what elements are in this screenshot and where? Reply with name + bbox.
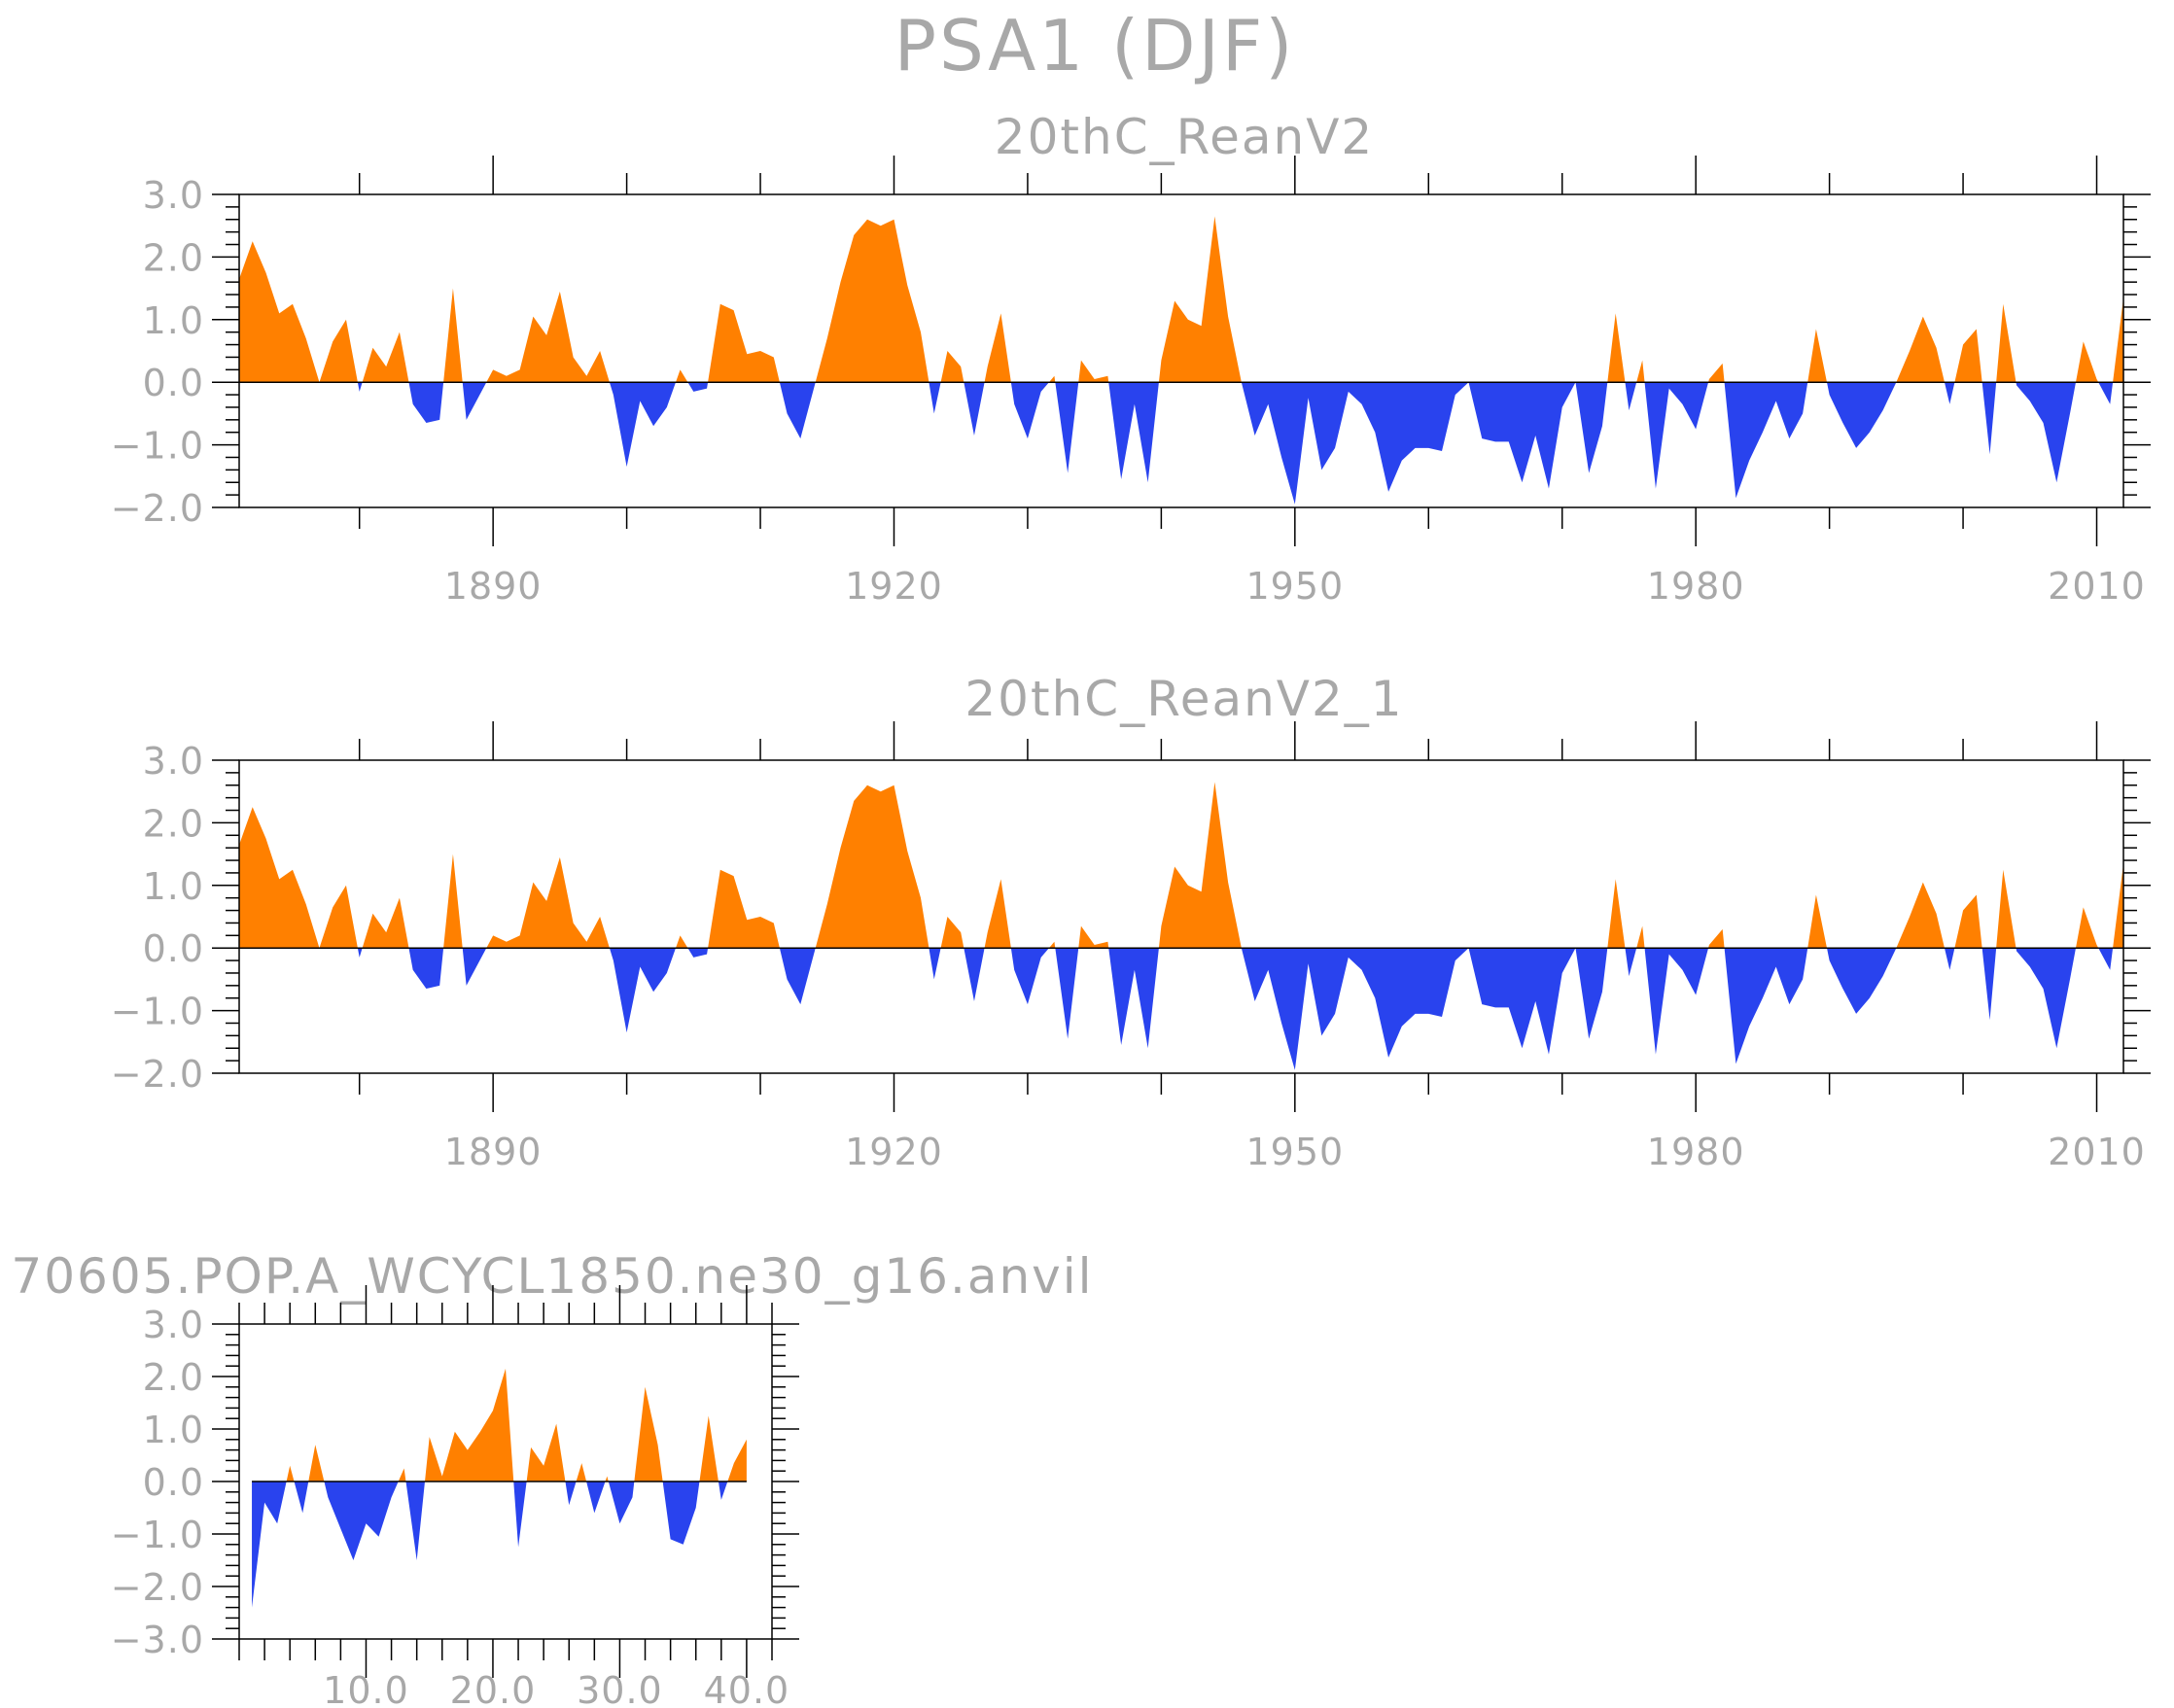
- x-tick-label: 2010: [2048, 1131, 2146, 1173]
- negative-area-fill: [239, 948, 2114, 1070]
- y-tick-label: −2.0: [111, 1566, 204, 1609]
- y-tick-label: 0.0: [143, 362, 204, 404]
- y-tick-label: −2.0: [111, 487, 204, 530]
- x-tick-label: 30.0: [577, 1669, 663, 1708]
- x-tick-label: 1920: [845, 565, 943, 608]
- y-tick-label: 0.0: [143, 927, 204, 970]
- y-tick-label: −1.0: [111, 1514, 204, 1556]
- plot-frame: [238, 193, 2124, 508]
- panel-title: 70605.POP.A_WCYCL1850.ne30_g16.anvil: [11, 1248, 1093, 1305]
- x-tick-label: 10.0: [323, 1669, 409, 1708]
- y-tick-label: 0.0: [143, 1461, 204, 1504]
- y-tick-label: 3.0: [143, 174, 204, 217]
- positive-area-fill: [239, 216, 2123, 383]
- x-tick-label: 20.0: [450, 1669, 537, 1708]
- positive-area-fill: [252, 1368, 747, 1481]
- y-tick-label: 1.0: [143, 1409, 204, 1451]
- x-tick-label: 2010: [2048, 565, 2146, 608]
- y-tick-label: −1.0: [111, 991, 204, 1033]
- y-tick-label: −3.0: [111, 1619, 204, 1661]
- x-tick-label: 1980: [1647, 565, 1745, 608]
- x-tick-label: 1950: [1245, 565, 1344, 608]
- x-tick-label: 40.0: [704, 1669, 790, 1708]
- figure-title: PSA1 (DJF): [894, 5, 1296, 87]
- x-tick-label: 1890: [444, 565, 543, 608]
- y-tick-label: 1.0: [143, 299, 204, 342]
- chart-panel-20thc-reanv2-1: 20thC_ReanV2_1 3.0 2.0 1.0 0.0 −1.0 −2.0 1890 19…: [111, 671, 2151, 1173]
- y-tick-label: 2.0: [143, 1356, 204, 1399]
- y-tick-label: 3.0: [143, 740, 204, 783]
- y-tick-label: 1.0: [143, 865, 204, 908]
- panel-title: 20thC_ReanV2_1: [964, 671, 1403, 727]
- y-tick-label: −1.0: [111, 425, 204, 468]
- negative-area-fill: [252, 1481, 747, 1608]
- y-tick-label: 3.0: [143, 1304, 204, 1346]
- positive-area-fill: [239, 782, 2123, 949]
- negative-area-fill: [239, 382, 2114, 505]
- plot-frame: [238, 759, 2124, 1074]
- panel-title: 20thC_ReanV2: [995, 109, 1374, 165]
- y-tick-label: −2.0: [111, 1053, 204, 1096]
- y-tick-label: 2.0: [143, 236, 204, 279]
- x-tick-label: 1890: [444, 1131, 543, 1173]
- x-tick-label: 1980: [1647, 1131, 1745, 1173]
- x-tick-label: 1950: [1245, 1131, 1344, 1173]
- x-tick-label: 1920: [845, 1131, 943, 1173]
- chart-panel-20thc-reanv2: 20thC_ReanV2 3.0 2.0 1.0 0.0 −1.0 −2.0 1890 1920…: [111, 109, 2151, 608]
- y-tick-label: 2.0: [143, 802, 204, 845]
